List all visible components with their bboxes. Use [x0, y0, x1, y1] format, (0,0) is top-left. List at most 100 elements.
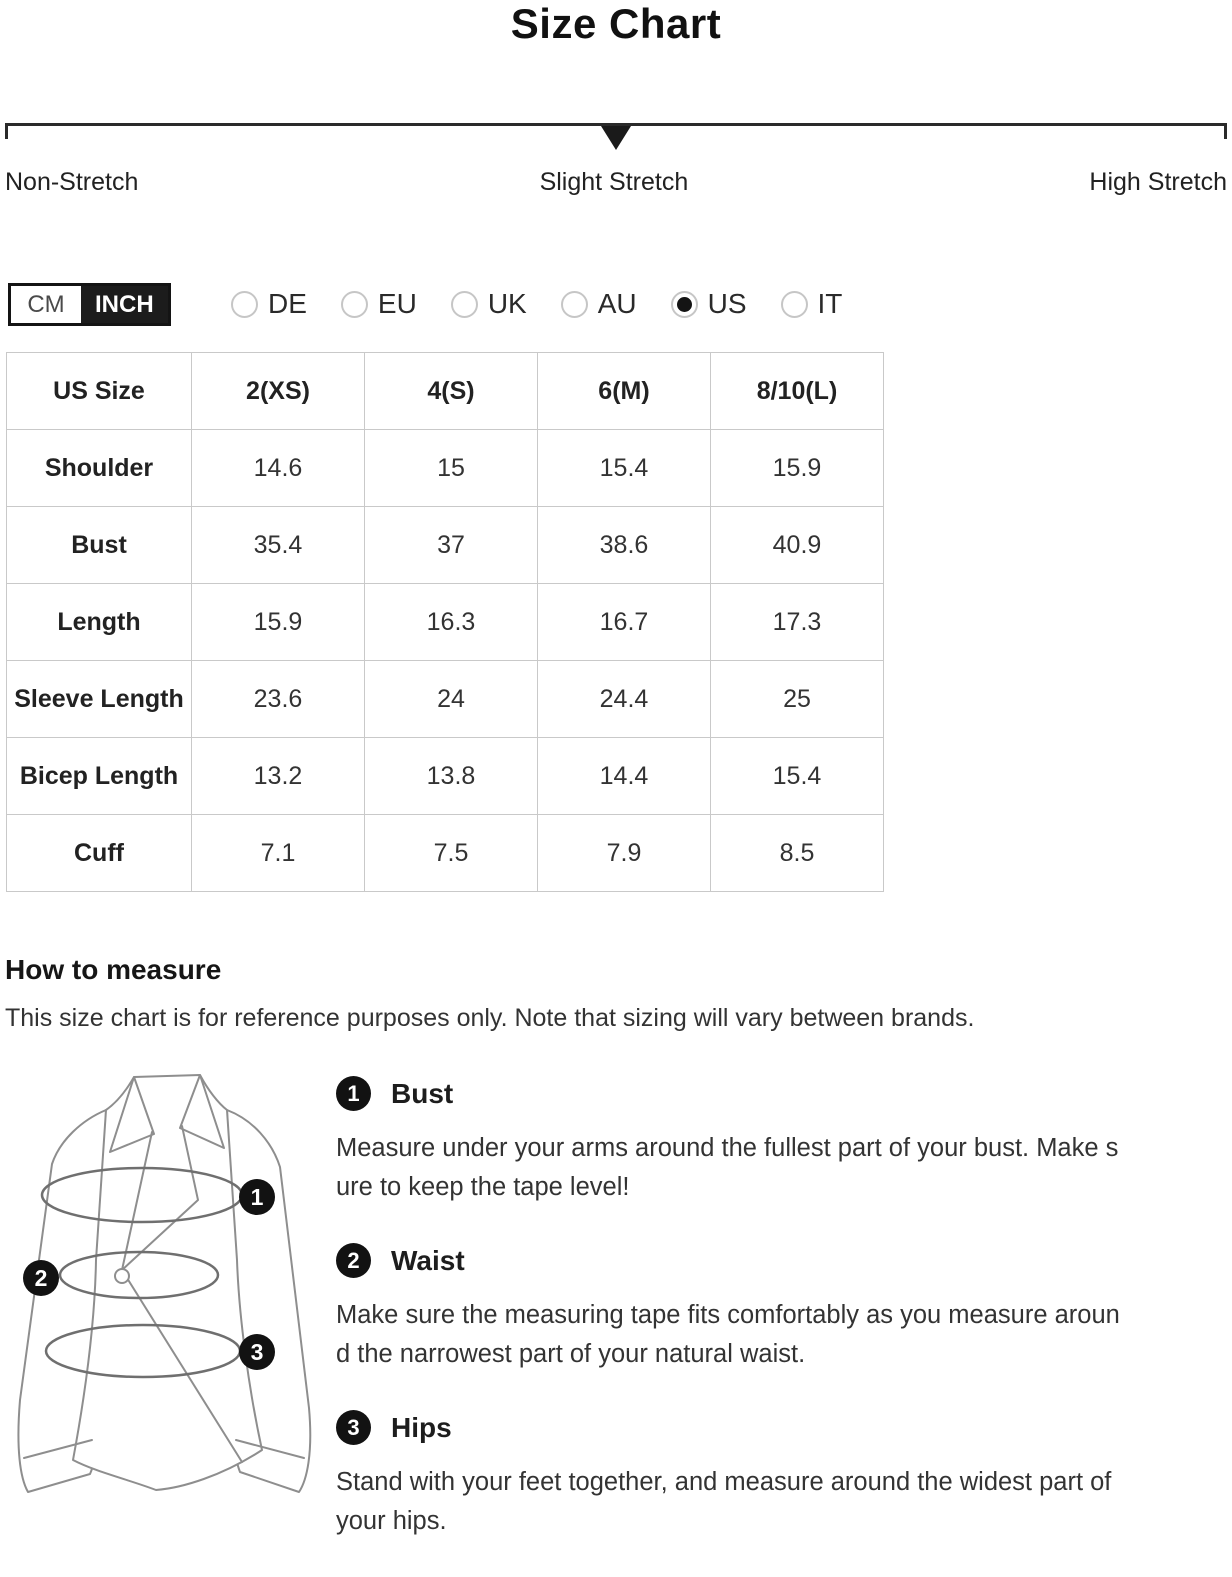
measure-section: 1 2 3 1 Bust Measure under your arms aro… [0, 1060, 1232, 1535]
stretch-scale-bar [5, 123, 1227, 150]
illustration-badge-1 [239, 1179, 275, 1215]
region-radio-eu[interactable]: EU [340, 288, 417, 320]
step-hips: 3 Hips Stand with your feet together, an… [336, 1410, 1228, 1541]
table-row: Length 15.9 16.3 16.7 17.3 [6, 583, 884, 661]
table-row: Cuff 7.1 7.5 7.9 8.5 [6, 814, 884, 892]
step-3-title: Hips [391, 1411, 452, 1443]
size-table-body: Shoulder 14.6 15 15.4 15.9 Bust 35.4 37 38.6 40.9… [6, 429, 884, 892]
table-row: Bust 35.4 37 38.6 40.9 [6, 506, 884, 584]
illustration-badge-1-number: 1 [251, 1184, 264, 1210]
step-2-title: Waist [391, 1244, 465, 1276]
how-to-measure-note: This size chart is for reference purpose… [5, 1004, 975, 1032]
stretch-label-slight-stretch: Slight Stretch [539, 168, 689, 196]
table-cell: 14.4 [537, 737, 711, 815]
stretch-scale-right-tick [1224, 126, 1227, 139]
table-header-cell: US Size [6, 352, 192, 430]
table-cell: 24.4 [537, 660, 711, 738]
unit-toggle[interactable]: CM INCH [8, 283, 171, 326]
stretch-scale-left-tick [5, 126, 8, 139]
table-cell: 13.2 [191, 737, 365, 815]
illustration-badge-3 [239, 1334, 275, 1370]
radio-label[interactable]: AU [597, 288, 637, 319]
step-3-description: Stand with your feet together, and measu… [336, 1468, 1112, 1535]
table-header-cell: 8/10(L) [710, 352, 884, 430]
table-cell: 13.8 [364, 737, 538, 815]
table-cell: 25 [710, 660, 884, 738]
radio-label[interactable]: UK [487, 288, 527, 319]
step-2-description: Make sure the measuring tape fits comfor… [336, 1301, 1120, 1368]
table-cell: 15.9 [710, 429, 884, 507]
region-radio-de[interactable]: DE [231, 288, 307, 320]
table-cell: 15.9 [191, 583, 365, 661]
table-cell: 17.3 [710, 583, 884, 661]
illustration-badge-3-number: 3 [251, 1339, 264, 1365]
table-row: Bicep Length 13.2 13.8 14.4 15.4 [6, 737, 884, 815]
table-row: Shoulder 14.6 15 15.4 15.9 [6, 429, 884, 507]
unit-option-inch[interactable]: INCH [81, 286, 168, 323]
region-radio-us[interactable]: US [670, 288, 747, 320]
radio-circle-icon[interactable] [670, 290, 698, 318]
table-row-label: Cuff [6, 814, 192, 892]
step-1-badge: 1 [336, 1076, 371, 1111]
jacket-illustration: 1 2 3 [17, 1074, 312, 1493]
unit-option-cm[interactable]: CM [27, 290, 65, 318]
step-2-badge: 2 [336, 1243, 371, 1278]
page-title: Size Chart [510, 0, 722, 47]
radio-circle-icon[interactable] [450, 290, 478, 318]
region-radio-au[interactable]: AU [560, 288, 637, 320]
radio-circle-icon[interactable] [560, 290, 588, 318]
table-header-cell: 4(S) [364, 352, 538, 430]
table-cell: 8.5 [710, 814, 884, 892]
table-row-label: Sleeve Length [6, 660, 192, 738]
table-cell: 7.9 [537, 814, 711, 892]
table-row-label: Bust [6, 506, 192, 584]
stretch-label-non-stretch: Non-Stretch [5, 168, 139, 196]
size-table: US Size 2(XS) 4(S) 6(M) 8/10(L) Shoulder 14.6… [6, 352, 884, 892]
table-cell: 15 [364, 429, 538, 507]
radio-label[interactable]: DE [268, 288, 307, 319]
table-cell: 16.7 [537, 583, 711, 661]
table-cell: 24 [364, 660, 538, 738]
step-3-badge: 3 [336, 1410, 371, 1445]
radio-circle-icon[interactable] [231, 290, 258, 318]
region-radio-group: DE EU UK AU US IT [231, 281, 842, 327]
table-header-cell: 2(XS) [191, 352, 365, 430]
table-row-label: Bicep Length [6, 737, 192, 815]
table-header-row: US Size 2(XS) 4(S) 6(M) 8/10(L) [6, 352, 884, 430]
illustration-badge-2-number: 2 [35, 1265, 48, 1291]
step-1-title: Bust [391, 1077, 454, 1109]
how-to-measure-heading: How to measure [5, 954, 222, 985]
waist-measure-line [58, 1250, 220, 1300]
table-cell: 35.4 [191, 506, 365, 584]
table-cell: 7.5 [364, 814, 538, 892]
table-cell: 23.6 [191, 660, 365, 738]
table-row: Sleeve Length 23.6 24 24.4 25 [6, 660, 884, 738]
step-waist: 2 Waist Make sure the measuring tape fit… [336, 1243, 1228, 1374]
table-cell: 15.4 [710, 737, 884, 815]
table-cell: 40.9 [710, 506, 884, 584]
size-table-head: US Size 2(XS) 4(S) 6(M) 8/10(L) [6, 352, 884, 430]
table-cell: 7.1 [191, 814, 365, 892]
stretch-labels: Non-Stretch Slight Stretch High Stretch [5, 168, 1227, 197]
table-cell: 37 [364, 506, 538, 584]
table-cell: 16.3 [364, 583, 538, 661]
stretch-label-high-stretch: High Stretch [1089, 168, 1227, 196]
radio-label[interactable]: US [707, 288, 747, 319]
step-1-description: Measure under your arms around the fulle… [336, 1134, 1119, 1201]
radio-circle-icon[interactable] [780, 290, 808, 318]
stretch-pointer-icon [601, 126, 631, 150]
radio-label[interactable]: EU [377, 288, 417, 319]
radio-label[interactable]: IT [817, 288, 843, 319]
table-row-label: Length [6, 583, 192, 661]
table-cell: 15.4 [537, 429, 711, 507]
region-radio-uk[interactable]: UK [450, 288, 527, 320]
table-header-cell: 6(M) [537, 352, 711, 430]
table-cell: 14.6 [191, 429, 365, 507]
illustration-badge-2 [23, 1260, 59, 1296]
table-cell: 38.6 [537, 506, 711, 584]
measure-steps: 1 Bust Measure under your arms around th… [336, 1060, 1232, 1577]
table-row-label: Shoulder [6, 429, 192, 507]
step-bust: 1 Bust Measure under your arms around th… [336, 1076, 1228, 1207]
radio-circle-icon[interactable] [340, 290, 368, 318]
region-radio-it[interactable]: IT [780, 288, 843, 320]
